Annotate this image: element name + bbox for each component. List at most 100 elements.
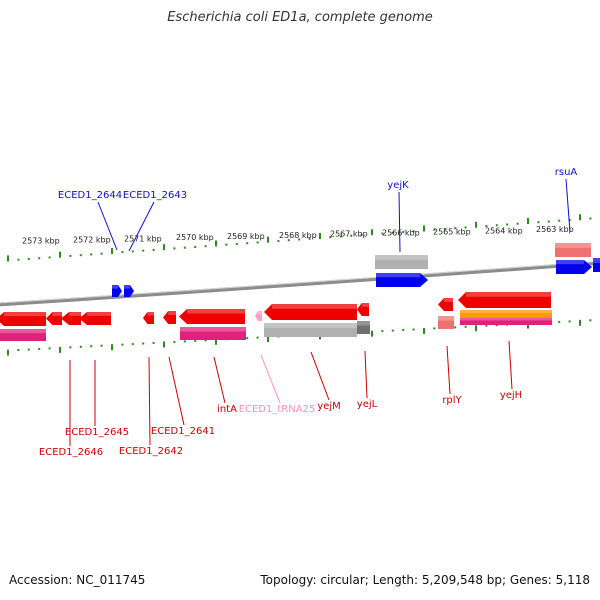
- yejM-label: yejM: [317, 401, 340, 412]
- yejM-leader: [310, 351, 330, 401]
- gene-yejK-shade: [376, 273, 420, 278]
- protein-yejH: [460, 310, 552, 319]
- yejK-label: yejK: [387, 180, 409, 191]
- rna-rplY: [438, 316, 454, 329]
- gene-ECED1-2644-shade: [112, 285, 118, 289]
- gene-ECED1-2641: [163, 311, 176, 324]
- ECED1-2641-leader: [168, 356, 185, 426]
- gene-edge-shade: [593, 258, 600, 263]
- kbp-label: 2569 kbp: [227, 232, 265, 241]
- gene-ECED1-2645b-shade: [69, 312, 81, 316]
- feature-track: [0, 243, 600, 341]
- gene-yejM: [264, 304, 357, 320]
- intA-label: intA: [217, 404, 237, 415]
- protein-yejM: [264, 323, 357, 337]
- gene-ECED1-2643: [124, 285, 134, 297]
- trna-ECED1-tRNA25-shade: [257, 311, 262, 314]
- gene-rplY-shade: [444, 298, 453, 302]
- gene-ECED1-2642: [143, 312, 154, 324]
- gene-ECED1-2644: [112, 285, 122, 297]
- gene-intA: [179, 309, 245, 324]
- gene-rsuA: [556, 260, 592, 274]
- label-leaders: [69, 178, 571, 446]
- gene-ECED1-2645-shade: [87, 312, 111, 316]
- topology-text: Topology: circular; Length: 5,209,548 bp…: [260, 573, 590, 587]
- kbp-label: 2571 kbp: [124, 234, 162, 243]
- protein-yejL: [357, 321, 370, 334]
- kbp-label: 2564 kbp: [485, 226, 523, 235]
- yejL-label: yejL: [357, 399, 378, 410]
- kbp-label: 2568 kbp: [279, 231, 317, 240]
- gene-ECED1-2646: [0, 312, 46, 326]
- kbp-label: 2567 kbp: [330, 230, 368, 239]
- protein-yejK-shade: [375, 255, 428, 260]
- protein-yejK: [375, 255, 428, 269]
- genome-backbone: [0, 260, 600, 307]
- gene-yejM-shade: [272, 304, 357, 309]
- ECED1-2642-leader: [148, 356, 151, 446]
- kbp-label: 2570 kbp: [176, 233, 214, 242]
- gene-ECED1-2645: [79, 312, 111, 325]
- ECED1-2641-label: ECED1_2641: [151, 426, 215, 437]
- ECED1-2642-label: ECED1_2642: [119, 446, 183, 457]
- gene-yejK: [376, 273, 428, 287]
- rna-rplY-shade: [438, 316, 454, 321]
- rna-intA: [180, 327, 246, 340]
- protein-yejM-shade: [264, 323, 357, 328]
- gene-yejH-shade: [466, 292, 551, 297]
- rna-intA-shade: [180, 327, 246, 332]
- rplY-leader: [446, 345, 451, 395]
- gene-rsuA-shade: [556, 260, 584, 265]
- yejL-leader: [364, 350, 368, 399]
- gene-ECED1-2641-shade: [168, 311, 176, 315]
- gene-yejL-shade: [361, 303, 369, 307]
- ECED1-tRNA25-label: ECED1_tRNA25: [239, 404, 316, 415]
- rna-ECED1-2646: [0, 329, 46, 341]
- ECED1-2643-label: ECED1_2643: [123, 190, 187, 201]
- gene-yejL: [357, 303, 369, 316]
- ECED1-2644-label: ECED1_2644: [58, 190, 122, 201]
- gene-ECED1-2646-shade: [4, 312, 46, 317]
- gene-rplY: [438, 298, 453, 311]
- gene-ECED1-2645b: [61, 312, 81, 325]
- map-title: Escherichia coli ED1a, complete genome: [167, 10, 433, 25]
- yejK-leader: [398, 191, 401, 253]
- rna-rsuA: [555, 243, 591, 257]
- ECED1-2645-label: ECED1_2645: [65, 427, 129, 438]
- rna-yejH-shade: [460, 318, 552, 321]
- rna-yejH: [460, 318, 552, 325]
- gene-ECED1-2643-shade: [124, 285, 130, 289]
- kbp-label: 2563 kbp: [536, 225, 574, 234]
- rna-ECED1-2646-shade: [0, 329, 46, 334]
- kbp-label: 2573 kbp: [22, 237, 60, 246]
- rsuA-label: rsuA: [555, 167, 578, 178]
- gene-ECED1-2645a-shade: [52, 312, 62, 316]
- yejH-leader: [508, 340, 513, 390]
- ECED1-2643-leader: [128, 201, 155, 252]
- rplY-label: rplY: [442, 395, 462, 406]
- gene-yejH: [458, 292, 551, 308]
- gene-edge: [593, 258, 600, 272]
- upper-tick-track: [7, 214, 592, 262]
- gene-intA-shade: [187, 309, 245, 314]
- intA-leader: [213, 356, 226, 404]
- ECED1-tRNA25-leader: [260, 354, 281, 404]
- trna-ECED1-tRNA25: [255, 311, 262, 321]
- kbp-label: 2565 kbp: [433, 227, 471, 236]
- kbp-label: 2566 kbp: [382, 229, 420, 238]
- rna-rsuA-shade: [555, 243, 591, 248]
- protein-yejL-shade: [357, 321, 370, 326]
- protein-yejH-shade: [460, 310, 552, 314]
- kbp-label: 2572 kbp: [73, 235, 111, 244]
- gene-ECED1-2645a: [46, 312, 62, 325]
- ECED1-2646-label: ECED1_2646: [39, 447, 103, 458]
- accession-text: Accession: NC_011745: [9, 573, 146, 587]
- ECED1-2644-leader: [97, 201, 118, 251]
- kbp-scale: 2573 kbp 2572 kbp 2571 kbp 2570 kbp 2569 kbp…: [22, 225, 574, 245]
- yejH-label: yejH: [500, 390, 522, 401]
- rsuA-leader: [565, 178, 571, 233]
- gene-ECED1-2642-shade: [147, 312, 154, 316]
- genome-backbone-highlight: [0, 260, 600, 304]
- gene-labels: ECED1_2644 ECED1_2643 yejK rsuA ECED1_2645 EC…: [39, 167, 577, 458]
